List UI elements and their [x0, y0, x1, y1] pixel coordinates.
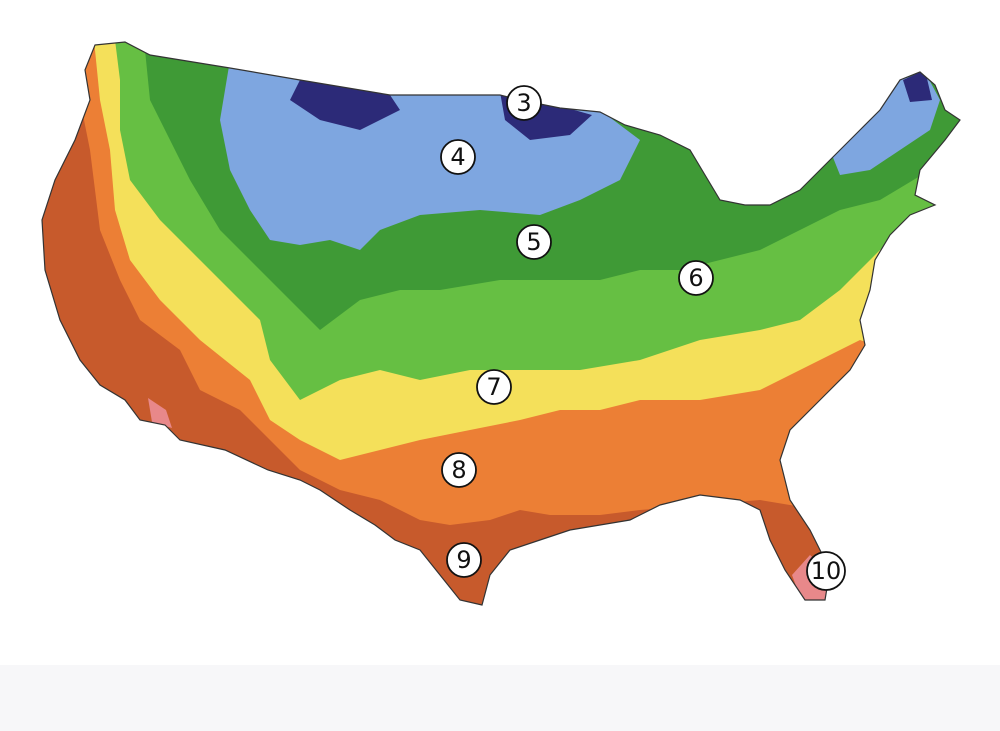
- footer-strip: [0, 665, 1000, 731]
- zone-label: 6: [678, 260, 714, 296]
- zone-label: 5: [516, 224, 552, 260]
- zone-label: 7: [476, 369, 512, 405]
- zone-label-text: 5: [526, 228, 541, 256]
- zone-label-text: 4: [450, 143, 465, 171]
- zone-label: 4: [440, 139, 476, 175]
- zones: [42, 42, 960, 605]
- zone-4-area: [220, 60, 940, 250]
- zone-label: 3: [506, 85, 542, 121]
- zone-label-text: 10: [811, 557, 842, 585]
- zone-label-text: 9: [456, 546, 471, 574]
- zone-label: 10: [806, 551, 846, 591]
- zone-label: 8: [441, 452, 477, 488]
- zone-label-text: 7: [486, 373, 501, 401]
- zone-label-text: 3: [516, 89, 531, 117]
- zone-label-text: 6: [688, 264, 703, 292]
- hardiness-map: 3 4 5 6 7 8 9 10: [41, 41, 961, 606]
- zone-label: 9: [446, 542, 482, 578]
- zone-label-text: 8: [451, 456, 466, 484]
